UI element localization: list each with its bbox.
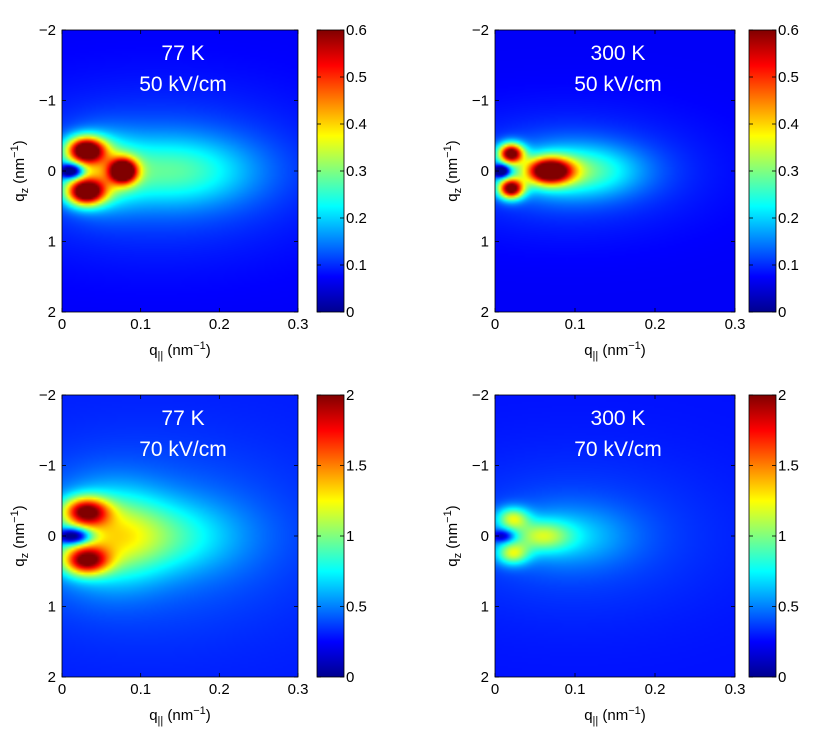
colorbar-gradient — [748, 394, 777, 678]
y-tick-label: −1 — [39, 93, 56, 110]
panel-3: 0 0.1 0.2 0.3 −2 −1 0 1 2 q|| (nm−1) qz (nm−1) 77 K… — [9, 387, 367, 727]
x-tick-label: 0 — [491, 681, 499, 698]
panel-4: 0 0.1 0.2 0.3 −2 −1 0 1 2 q|| (nm−1) qz (nm−1) 300 … — [442, 387, 799, 727]
x-axis-label: q|| (nm−1) — [584, 340, 646, 362]
colorbar-tick-label: 0.4 — [778, 116, 799, 133]
field-label: 50 kV/cm — [139, 73, 227, 96]
y-tick-label: 2 — [481, 304, 489, 321]
colorbar-tick-label: 0.3 — [778, 163, 799, 180]
field-label: 70 kV/cm — [574, 438, 662, 461]
x-tick-label: 0.2 — [209, 316, 230, 333]
y-axis-label: qz (nm−1) — [442, 140, 464, 201]
colorbar-gradient — [316, 394, 345, 678]
y-tick-label: 2 — [48, 669, 56, 686]
y-tick-label: 1 — [481, 234, 489, 251]
colorbar-tick-label: 2 — [346, 387, 354, 404]
colorbar-tick-label: 0.3 — [346, 163, 367, 180]
heatmap-image — [495, 30, 735, 312]
temperature-label: 77 K — [161, 407, 204, 430]
colorbar-tick-label: 1.5 — [778, 458, 799, 475]
x-tick-label: 0.2 — [209, 681, 230, 698]
panel-2: 0 0.1 0.2 0.3 −2 −1 0 1 2 q|| (nm−1) qz (nm−1) 300 … — [442, 22, 799, 362]
y-tick-label: 0 — [48, 528, 56, 545]
y-tick-label: 0 — [481, 163, 489, 180]
colorbar-tick-label: 0 — [778, 304, 786, 321]
colorbar-tick-label: 0.2 — [778, 210, 799, 227]
colorbar-tick-label: 0.6 — [778, 22, 799, 39]
y-axis-label: qz (nm−1) — [9, 140, 31, 201]
x-tick-label: 0.1 — [565, 316, 586, 333]
colorbar-tick-label: 0.5 — [346, 599, 367, 616]
y-tick-label: −1 — [472, 93, 489, 110]
heatmap-image — [495, 395, 735, 677]
colorbar: 0 0.5 1 1.5 2 — [316, 387, 367, 686]
colorbar-tick-label: 0.4 — [346, 116, 367, 133]
colorbar-gradient — [748, 29, 777, 313]
x-tick-label: 0.3 — [725, 316, 746, 333]
y-axis-label: qz (nm−1) — [9, 505, 31, 566]
x-axis-label: q|| (nm−1) — [149, 705, 211, 727]
colorbar-tick-label: 0 — [346, 304, 354, 321]
x-axis-label: q|| (nm−1) — [149, 340, 211, 362]
x-tick-label: 0 — [491, 316, 499, 333]
colorbar-tick-label: 2 — [778, 387, 786, 404]
heatmap-image — [62, 30, 298, 312]
y-tick-label: 0 — [48, 163, 56, 180]
colorbar-tick-label: 1 — [778, 528, 786, 545]
colorbar-tick-label: 0.2 — [346, 210, 367, 227]
colorbar-gradient — [316, 29, 345, 313]
y-tick-label: 2 — [481, 669, 489, 686]
y-tick-label: −2 — [472, 387, 489, 404]
x-tick-label: 0.2 — [645, 316, 666, 333]
x-axis-label: q|| (nm−1) — [584, 705, 646, 727]
colorbar-tick-label: 0 — [346, 669, 354, 686]
colorbar-tick-label: 0.5 — [778, 599, 799, 616]
field-label: 70 kV/cm — [139, 438, 227, 461]
colorbar: 0 0.5 1 1.5 2 — [748, 387, 799, 686]
y-axis-label: qz (nm−1) — [442, 505, 464, 566]
y-tick-label: 1 — [48, 599, 56, 616]
heatmap-image — [62, 395, 298, 677]
colorbar-tick-label: 1.5 — [346, 458, 367, 475]
y-tick-label: 1 — [481, 599, 489, 616]
colorbar-tick-label: 1 — [346, 528, 354, 545]
x-tick-label: 0.2 — [645, 681, 666, 698]
y-tick-label: 0 — [481, 528, 489, 545]
colorbar-tick-label: 0.5 — [778, 69, 799, 86]
x-tick-label: 0.3 — [288, 681, 309, 698]
temperature-label: 300 K — [591, 42, 646, 65]
colorbar-tick-label: 0.1 — [346, 257, 367, 274]
x-tick-label: 0.3 — [288, 316, 309, 333]
colorbar: 0 0.1 0.2 0.3 0.4 0.5 0.6 — [748, 22, 799, 321]
y-tick-label: −1 — [472, 458, 489, 475]
x-tick-label: 0 — [58, 316, 66, 333]
y-tick-label: −2 — [472, 22, 489, 39]
y-tick-label: 2 — [48, 304, 56, 321]
colorbar-tick-label: 0.6 — [346, 22, 367, 39]
y-tick-label: −1 — [39, 458, 56, 475]
y-tick-label: −2 — [39, 387, 56, 404]
x-tick-label: 0.3 — [725, 681, 746, 698]
y-tick-label: −2 — [39, 22, 56, 39]
x-tick-label: 0.1 — [565, 681, 586, 698]
colorbar-tick-label: 0.1 — [778, 257, 799, 274]
panel-1: 0 0.1 0.2 0.3 −2 −1 0 1 2 q|| (nm−1) qz (nm−1) 77 K… — [9, 22, 367, 362]
x-tick-label: 0.1 — [130, 316, 151, 333]
colorbar-tick-label: 0.5 — [346, 69, 367, 86]
y-tick-label: 1 — [48, 234, 56, 251]
temperature-label: 77 K — [161, 42, 204, 65]
field-label: 50 kV/cm — [574, 73, 662, 96]
colorbar: 0 0.1 0.2 0.3 0.4 0.5 0.6 — [316, 22, 367, 321]
x-tick-label: 0 — [58, 681, 66, 698]
temperature-label: 300 K — [591, 407, 646, 430]
colorbar-tick-label: 0 — [778, 669, 786, 686]
x-tick-label: 0.1 — [130, 681, 151, 698]
